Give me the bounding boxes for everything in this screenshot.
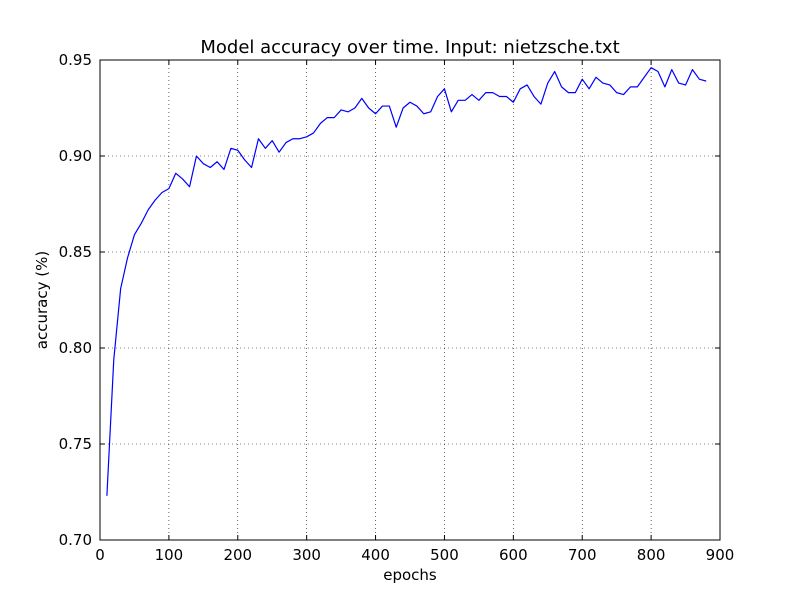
x-tick-label: 400 xyxy=(361,546,390,564)
x-tick-label: 600 xyxy=(499,546,528,564)
accuracy-series-line xyxy=(106,67,707,496)
y-tick-label: 0.75 xyxy=(59,435,92,453)
tick-labels: 0 100 200 300 400 500 600 700 800 900 0.70 0.75 0.80… xyxy=(59,51,735,564)
plot-frame xyxy=(99,59,721,541)
x-tick-label: 200 xyxy=(223,546,252,564)
x-tick-label: 700 xyxy=(568,546,597,564)
x-tick-label: 500 xyxy=(430,546,459,564)
chart-title: Model accuracy over time. Input: nietzsc… xyxy=(200,37,619,58)
x-tick-label: 100 xyxy=(155,546,184,564)
x-tick-label: 300 xyxy=(292,546,321,564)
y-tick-label: 0.80 xyxy=(59,339,92,357)
y-axis-label: accuracy (%) xyxy=(33,251,51,349)
grid-lines xyxy=(100,60,720,540)
y-tick-label: 0.85 xyxy=(59,243,92,261)
x-axis-label: epochs xyxy=(383,566,437,584)
x-tick-label: 0 xyxy=(95,546,105,564)
y-tick-label: 0.70 xyxy=(59,531,92,549)
x-tick-label: 800 xyxy=(637,546,666,564)
y-tick-label: 0.90 xyxy=(59,147,92,165)
plot-area xyxy=(106,67,707,496)
y-tick-label: 0.95 xyxy=(59,51,92,69)
x-tick-label: 900 xyxy=(706,546,735,564)
